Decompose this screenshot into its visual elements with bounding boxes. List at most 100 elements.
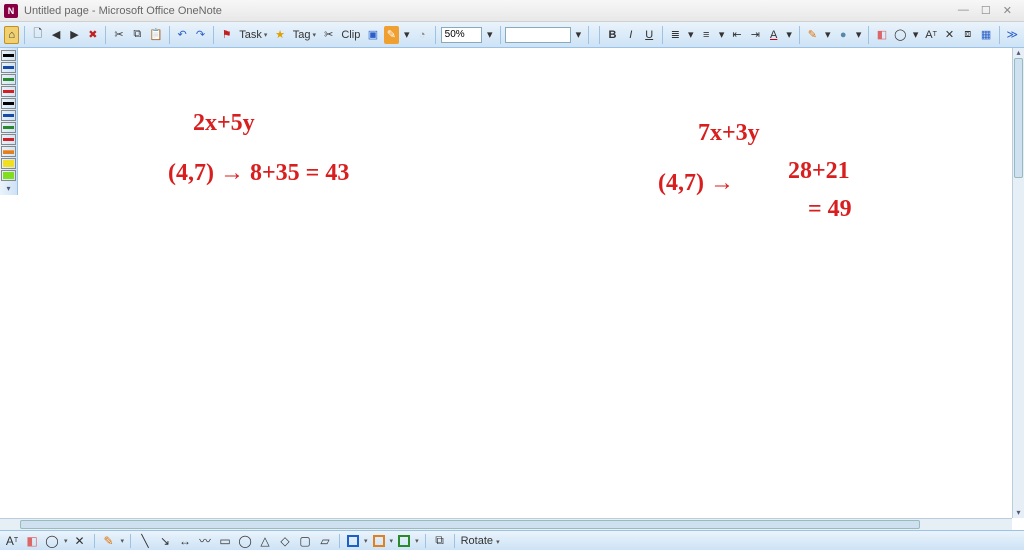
handwriting-stroke: = 49: [808, 196, 852, 223]
eraser2-button[interactable]: ◧: [24, 534, 40, 548]
horizontal-scrollbar[interactable]: [0, 518, 1012, 530]
pen-palette-more[interactable]: ▾: [6, 184, 10, 193]
grid-button[interactable]: ▦: [978, 26, 993, 44]
double-arrow-tool[interactable]: ↔: [177, 534, 193, 548]
font-color-dd[interactable]: ▾: [784, 28, 794, 41]
scroll-down-arrow[interactable]: ▾: [1013, 508, 1024, 518]
italic-button[interactable]: I: [623, 26, 638, 44]
pen-thick-black[interactable]: [1, 98, 16, 109]
copy-button[interactable]: ⧉: [130, 26, 145, 44]
parallelogram-tool[interactable]: ▱: [317, 534, 333, 548]
lasso2-dd[interactable]: ▾: [64, 537, 68, 545]
hscroll-thumb[interactable]: [20, 520, 920, 529]
ellipse-tool[interactable]: ◯: [237, 534, 253, 548]
text-tool2-button[interactable]: AT: [4, 534, 20, 548]
tag-label: Tag: [293, 29, 311, 41]
app-icon: N: [4, 4, 18, 18]
maximize-button[interactable]: ☐: [981, 4, 991, 17]
new-page-button[interactable]: 🗋: [30, 26, 45, 44]
sw-green-dd[interactable]: ▾: [415, 537, 419, 545]
lasso-dd[interactable]: ▾: [911, 28, 921, 41]
pen-thin-red[interactable]: [1, 86, 16, 97]
vertical-scrollbar[interactable]: ▴ ▾: [1012, 48, 1024, 518]
bold-button[interactable]: B: [605, 26, 620, 44]
note-canvas[interactable]: 2x+5y(4,7) → 8+35 = 437x+3y(4,7) →28+21=…: [18, 48, 1012, 518]
main-toolbar: ⌂ 🗋 ◀ ▶ ✖ ✂ ⧉ 📋 ↶ ↷ ⚑ Task▾ ★ Tag▾ ✂ Cli…: [0, 22, 1024, 48]
rotate-menu[interactable]: Rotate ▾: [461, 535, 500, 547]
clip-icon[interactable]: ✂: [321, 26, 336, 44]
space-tool-button[interactable]: ✕: [72, 534, 88, 548]
arrow-tool[interactable]: ↘: [157, 534, 173, 548]
underline-button[interactable]: U: [642, 26, 657, 44]
forward-button[interactable]: ▶: [67, 26, 82, 44]
pen-thin-green[interactable]: [1, 74, 16, 85]
pen-thick-blue[interactable]: [1, 110, 16, 121]
text-tool-button[interactable]: AT: [923, 26, 938, 44]
lasso-button[interactable]: ◯: [893, 26, 908, 44]
curve-tool[interactable]: 〰: [197, 534, 213, 548]
pen-thick-green[interactable]: [1, 122, 16, 133]
numbering-button[interactable]: ≡: [699, 26, 714, 44]
clip-button[interactable]: Clip: [339, 29, 362, 41]
dup-icon[interactable]: ⧉: [432, 534, 448, 548]
tag-menu[interactable]: Tag▾: [291, 29, 318, 41]
bullets-dd[interactable]: ▾: [686, 28, 696, 41]
pen-thin-blue[interactable]: [1, 62, 16, 73]
bullets-button[interactable]: ≣: [668, 26, 683, 44]
pen-main-dd[interactable]: ▾: [402, 28, 412, 41]
style-combo[interactable]: [505, 27, 570, 43]
customize-button[interactable]: ⌂: [4, 26, 19, 44]
pen-color-dd[interactable]: ▾: [823, 28, 833, 41]
indent-button[interactable]: ⇥: [748, 26, 763, 44]
ruler-button[interactable]: ⧈: [960, 26, 975, 44]
color-swatch-green[interactable]: [397, 534, 411, 548]
zoom-combo[interactable]: 50%: [441, 27, 482, 43]
close-button[interactable]: ✕: [1003, 4, 1012, 17]
fullpage-button[interactable]: ▣: [365, 26, 380, 44]
numbering-dd[interactable]: ▾: [717, 28, 727, 41]
vscroll-thumb[interactable]: [1014, 58, 1023, 178]
more-button[interactable]: ≫: [1005, 26, 1020, 44]
outdent-button[interactable]: ⇤: [729, 26, 744, 44]
task-flag-icon[interactable]: ⚑: [219, 26, 234, 44]
lasso2-button[interactable]: ◯: [44, 534, 60, 548]
minimize-button[interactable]: —: [958, 4, 969, 17]
task-menu[interactable]: Task▾: [237, 29, 269, 41]
eraser-button[interactable]: ◧: [874, 26, 889, 44]
color-swatch-orange[interactable]: [372, 534, 386, 548]
insert-space-button[interactable]: ✕: [942, 26, 957, 44]
scroll-up-arrow[interactable]: ▴: [1013, 48, 1024, 58]
highlighter-yellow[interactable]: [1, 158, 16, 169]
rrect-tool[interactable]: ▢: [297, 534, 313, 548]
task-label: Task: [239, 29, 262, 41]
highlighter-dd[interactable]: ▾: [854, 28, 864, 41]
history-icon[interactable]: ◔: [415, 26, 430, 44]
delete-button[interactable]: ✖: [85, 26, 100, 44]
rect-tool[interactable]: ▭: [217, 534, 233, 548]
pen-color-button[interactable]: ✎: [805, 26, 820, 44]
font-color-button[interactable]: A: [766, 26, 781, 44]
pen-orange[interactable]: [1, 146, 16, 157]
highlighter-button[interactable]: ●: [836, 26, 851, 44]
pen-thin-black[interactable]: [1, 50, 16, 61]
color-swatch-blue[interactable]: [346, 534, 360, 548]
pen-tool-button[interactable]: ✎: [101, 534, 117, 548]
triangle-tool[interactable]: △: [257, 534, 273, 548]
line-tool[interactable]: ╲: [137, 534, 153, 548]
sw-blue-dd[interactable]: ▾: [364, 537, 368, 545]
diamond-tool[interactable]: ◇: [277, 534, 293, 548]
pen-main-button[interactable]: ✎: [384, 26, 399, 44]
sw-orange-dd[interactable]: ▾: [390, 537, 394, 545]
undo-button[interactable]: ↶: [174, 26, 189, 44]
redo-button[interactable]: ↷: [193, 26, 208, 44]
style-dd[interactable]: ▾: [574, 28, 584, 41]
handwriting-stroke: 2x+5y: [193, 110, 255, 137]
zoom-dd[interactable]: ▾: [485, 28, 495, 41]
tag-star-icon[interactable]: ★: [272, 26, 287, 44]
paste-button[interactable]: 📋: [148, 26, 164, 44]
pen-tool-dd[interactable]: ▾: [121, 537, 125, 545]
highlighter-green[interactable]: [1, 170, 16, 181]
back-button[interactable]: ◀: [48, 26, 63, 44]
cut-button[interactable]: ✂: [111, 26, 126, 44]
pen-thick-red[interactable]: [1, 134, 16, 145]
